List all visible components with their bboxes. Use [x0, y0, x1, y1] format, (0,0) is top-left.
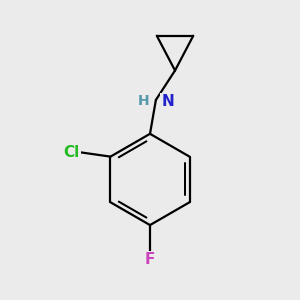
Text: Cl: Cl: [63, 145, 80, 160]
Text: H: H: [138, 94, 149, 108]
Text: N: N: [161, 94, 174, 109]
Text: F: F: [145, 252, 155, 267]
